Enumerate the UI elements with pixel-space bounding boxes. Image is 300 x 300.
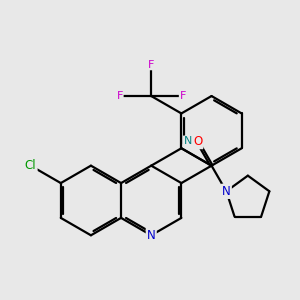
Text: NH: NH (184, 136, 200, 146)
Text: F: F (179, 91, 186, 101)
Text: O: O (193, 135, 202, 148)
Text: Cl: Cl (25, 159, 36, 172)
Text: F: F (117, 91, 123, 101)
Text: N: N (147, 229, 156, 242)
Text: N: N (222, 185, 231, 198)
Text: F: F (148, 60, 154, 70)
